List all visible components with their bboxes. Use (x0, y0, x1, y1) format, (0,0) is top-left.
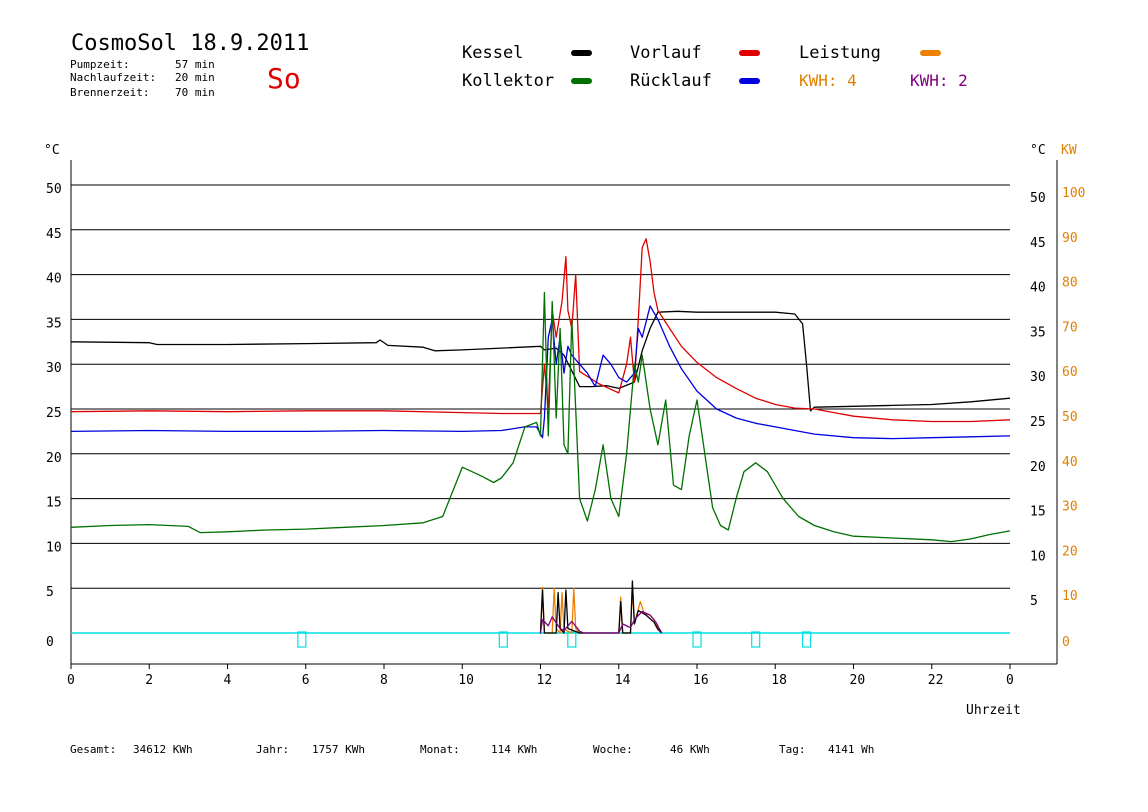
y-tick-label-left: 10 (46, 540, 62, 555)
pump-marker (567, 631, 577, 648)
header-info: Pumpzeit: 57 min Nachlaufzeit: 20 min Br… (70, 58, 215, 99)
footer-value: 46 KWh (670, 743, 710, 756)
y-tick-label-kw: 90 (1062, 231, 1078, 246)
y-tick-label-left: 30 (46, 361, 62, 376)
y-tick-label-right: 20 (1030, 460, 1046, 475)
footer-label: Woche: (593, 743, 633, 756)
footer-value: 4141 Wh (828, 743, 874, 756)
legend-label-kollektor: Kollektor (462, 71, 554, 91)
y-tick-label-left: 25 (46, 406, 62, 421)
y-axis-unit-left: °C (44, 143, 60, 158)
y-tick-label-right: 50 (1030, 191, 1046, 206)
kwh-label-1: KWH: 4 (799, 71, 857, 90)
legend-swatch-leistung (920, 50, 941, 56)
y-tick-label-left: 35 (46, 316, 62, 331)
y-tick-label-kw: 60 (1062, 365, 1078, 380)
series-line-leistung (539, 586, 663, 634)
legend-swatch-kessel (571, 50, 592, 56)
footer-value: 114 KWh (491, 743, 537, 756)
y-tick-label-right: 15 (1030, 505, 1046, 520)
y-axis-unit-kw: KW (1061, 143, 1077, 158)
chart-title: CosmoSol 18.9.2011 (71, 31, 309, 56)
x-tick-label: 16 (693, 673, 709, 688)
info-value: 20 min (175, 71, 215, 84)
y-tick-label-right: 30 (1030, 370, 1046, 385)
y-tick-label-right: 10 (1030, 549, 1046, 564)
footer-label: Jahr: (256, 743, 289, 756)
footer-stats: Gesamt: 34612 KWh Jahr: 1757 KWh Monat: … (70, 743, 874, 756)
series-layer (70, 238, 1011, 648)
pump-marker (801, 631, 812, 648)
y-tick-label-kw: 80 (1062, 276, 1078, 291)
pump-marker (751, 631, 761, 648)
y-tick-label-kw: 70 (1062, 320, 1078, 335)
footer-label: Gesamt: (70, 743, 116, 756)
x-axis-label: Uhrzeit (966, 703, 1021, 718)
x-tick-label: 0 (67, 673, 75, 688)
y-tick-label-right: 35 (1030, 325, 1046, 340)
weekday: So (267, 62, 301, 95)
y-tick-label-kw: 0 (1062, 635, 1070, 650)
series-line-r-cklauf (70, 305, 1011, 440)
y-tick-label-kw: 30 (1062, 500, 1078, 515)
pump-marker (498, 631, 508, 648)
footer-label: Monat: (420, 743, 460, 756)
y-tick-label-kw: 50 (1062, 410, 1078, 425)
y-tick-label-left: 0 (46, 635, 54, 650)
x-tick-label: 12 (537, 673, 553, 688)
y-tick-label-left: 5 (46, 585, 54, 600)
grid (70, 160, 1058, 665)
y-tick-label-kw: 20 (1062, 544, 1078, 559)
y-tick-label-right: 45 (1030, 236, 1046, 251)
series-line-kessel (70, 310, 1011, 412)
series-line-kwh-2 (539, 610, 663, 634)
x-tick-label: 18 (771, 673, 787, 688)
legend-label-ruecklauf: Rücklauf (630, 71, 712, 91)
series-line-vorlauf (70, 238, 1011, 423)
y-tick-label-left: 45 (46, 227, 62, 242)
info-label: Pumpzeit: (70, 58, 130, 71)
legend-label-leistung: Leistung (799, 43, 881, 63)
x-tick-label: 22 (928, 673, 944, 688)
legend-label-vorlauf: Vorlauf (630, 43, 702, 63)
y-tick-label-left: 40 (46, 272, 62, 287)
y-axis-unit-right: °C (1030, 143, 1046, 158)
info-label: Brennerzeit: (70, 86, 149, 99)
y-tick-label-left: 50 (46, 182, 62, 197)
legend-swatch-ruecklauf (739, 78, 760, 84)
y-tick-label-left: 15 (46, 496, 62, 511)
legend-swatch-kollektor (571, 78, 592, 84)
x-tick-label: 14 (615, 673, 631, 688)
x-tick-label: 6 (302, 673, 310, 688)
legend-swatch-vorlauf (739, 50, 760, 56)
pump-marker (297, 631, 307, 648)
y-tick-label-right: 25 (1030, 415, 1046, 430)
kwh-label-2: KWH: 2 (910, 71, 968, 90)
y-tick-label-right: 5 (1030, 594, 1038, 609)
info-label: Nachlaufzeit: (70, 71, 156, 84)
legend: Kessel Vorlauf Leistung Kollektor Rückla… (462, 43, 968, 91)
y-tick-label-kw: 10 (1062, 589, 1078, 604)
info-value: 57 min (175, 58, 215, 71)
pump-marker (692, 631, 702, 648)
x-tick-label: 0 (1006, 673, 1014, 688)
x-tick-label: 10 (458, 673, 474, 688)
y-tick-label-kw: 100 (1062, 186, 1085, 201)
y-tick-label-right: 40 (1030, 281, 1046, 296)
legend-label-kessel: Kessel (462, 43, 523, 63)
ticks: 0551010151520202525303035354040454550500… (46, 182, 1085, 688)
footer-value: 1757 KWh (312, 743, 365, 756)
y-tick-label-left: 20 (46, 451, 62, 466)
info-value: 70 min (175, 86, 215, 99)
x-tick-label: 8 (380, 673, 388, 688)
x-tick-label: 2 (145, 673, 153, 688)
x-tick-label: 4 (224, 673, 232, 688)
footer-value: 34612 KWh (133, 743, 193, 756)
series-line-kollektor (70, 291, 1011, 543)
x-tick-label: 20 (850, 673, 866, 688)
footer-label: Tag: (779, 743, 806, 756)
y-tick-label-kw: 40 (1062, 455, 1078, 470)
